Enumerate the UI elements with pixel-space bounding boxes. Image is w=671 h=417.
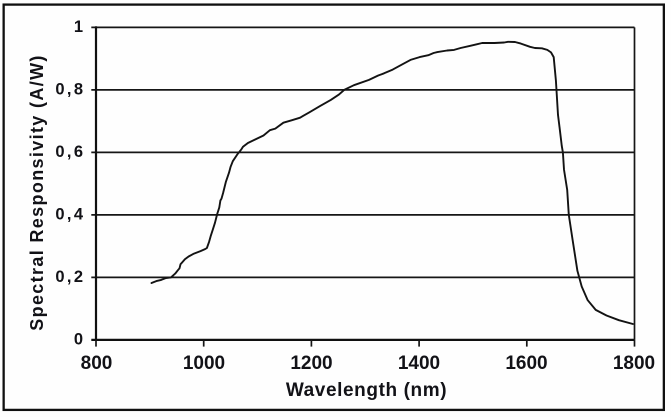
svg-text:0,8: 0,8 — [55, 80, 85, 98]
svg-text:Wavelength (nm): Wavelength (nm) — [286, 380, 447, 401]
svg-text:1000: 1000 — [183, 353, 225, 374]
svg-text:1: 1 — [74, 18, 86, 36]
svg-text:1800: 1800 — [613, 353, 655, 374]
svg-text:0,2: 0,2 — [55, 268, 85, 286]
svg-text:1200: 1200 — [290, 353, 332, 374]
svg-text:1600: 1600 — [505, 353, 547, 374]
svg-text:0,6: 0,6 — [55, 143, 85, 161]
svg-text:0: 0 — [74, 330, 86, 348]
svg-text:800: 800 — [81, 353, 113, 374]
svg-text:0,4: 0,4 — [55, 205, 85, 223]
svg-text:Spectral Responsivity (A/W): Spectral Responsivity (A/W) — [27, 54, 47, 331]
svg-text:1400: 1400 — [398, 353, 440, 374]
